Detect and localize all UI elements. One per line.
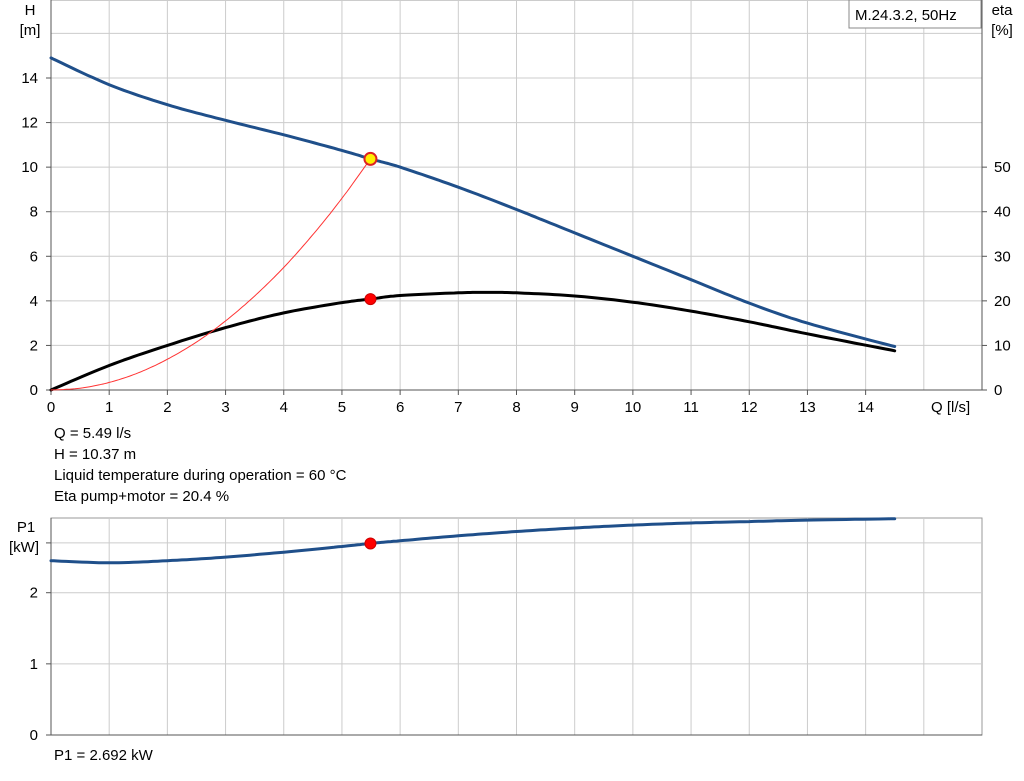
y-left-tick-label: 14 xyxy=(21,70,38,87)
info-temperature: Liquid temperature during operation = 60… xyxy=(54,467,347,484)
x-tick-label: 8 xyxy=(512,399,520,416)
y-right-tick-label: 10 xyxy=(994,337,1011,354)
y-left-tick-label: 12 xyxy=(21,115,38,132)
y-left-tick-label: 10 xyxy=(21,159,38,176)
legend-box xyxy=(848,0,982,29)
series-P1-line xyxy=(49,517,897,565)
x-axis-label: Q [l/s] xyxy=(931,399,970,416)
x-tick-label: 6 xyxy=(396,399,404,416)
info-eta: Eta pump+motor = 20.4 % xyxy=(54,488,230,505)
p1-y-tick-label: 0 xyxy=(30,727,38,744)
y-left-axis-label: H xyxy=(25,2,36,19)
x-tick-label: 7 xyxy=(454,399,462,416)
y-right-tick-label: 50 xyxy=(994,159,1011,176)
h-operating-point xyxy=(363,151,378,166)
series-system-line xyxy=(50,158,371,391)
info-p1: P1 = 2.692 kW xyxy=(54,747,153,764)
p1-axis-label: P1 xyxy=(17,519,35,536)
p1-operating-point xyxy=(364,537,377,550)
y-right-tick-label: 40 xyxy=(994,204,1011,221)
x-tick-label: 0 xyxy=(47,399,55,416)
x-tick-label: 3 xyxy=(221,399,229,416)
x-tick-label: 9 xyxy=(571,399,579,416)
power-info: P1 = 2.692 kW xyxy=(54,745,153,766)
y-right-axis-unit: [%] xyxy=(991,22,1013,39)
x-tick-label: 10 xyxy=(625,399,642,416)
x-tick-label: 11 xyxy=(683,399,699,416)
legend-label: M.24.3.2, 50Hz xyxy=(855,7,957,24)
y-left-tick-label: 6 xyxy=(30,248,38,265)
series-eta-line xyxy=(49,290,897,392)
x-tick-label: 5 xyxy=(338,399,346,416)
p1-y-tick-label: 2 xyxy=(30,585,38,602)
y-right-axis-label: eta xyxy=(992,2,1014,19)
series-H-line xyxy=(49,56,897,348)
eta-operating-point xyxy=(364,293,377,306)
x-tick-label: 1 xyxy=(105,399,113,416)
x-tick-label: 14 xyxy=(857,399,874,416)
y-right-tick-label: 0 xyxy=(994,382,1002,399)
y-left-tick-label: 4 xyxy=(30,293,38,310)
x-tick-label: 12 xyxy=(741,399,758,416)
y-left-axis-unit: [m] xyxy=(20,22,41,39)
info-q: Q = 5.49 l/s xyxy=(54,425,132,442)
y-left-tick-label: 2 xyxy=(30,337,38,354)
y-left-tick-label: 8 xyxy=(30,204,38,221)
y-right-tick-label: 20 xyxy=(994,293,1011,310)
y-right-tick-label: 30 xyxy=(994,248,1011,265)
p1-y-tick-label: 1 xyxy=(30,656,38,673)
p1-axis-unit: [kW] xyxy=(9,539,39,556)
y-left-tick-label: 0 xyxy=(30,382,38,399)
operating-point-info: Q = 5.49 l/s H = 10.37 m Liquid temperat… xyxy=(54,423,346,507)
info-h: H = 10.37 m xyxy=(54,446,137,463)
x-tick-label: 13 xyxy=(799,399,816,416)
x-tick-label: 4 xyxy=(280,399,288,416)
x-tick-label: 2 xyxy=(163,399,171,416)
